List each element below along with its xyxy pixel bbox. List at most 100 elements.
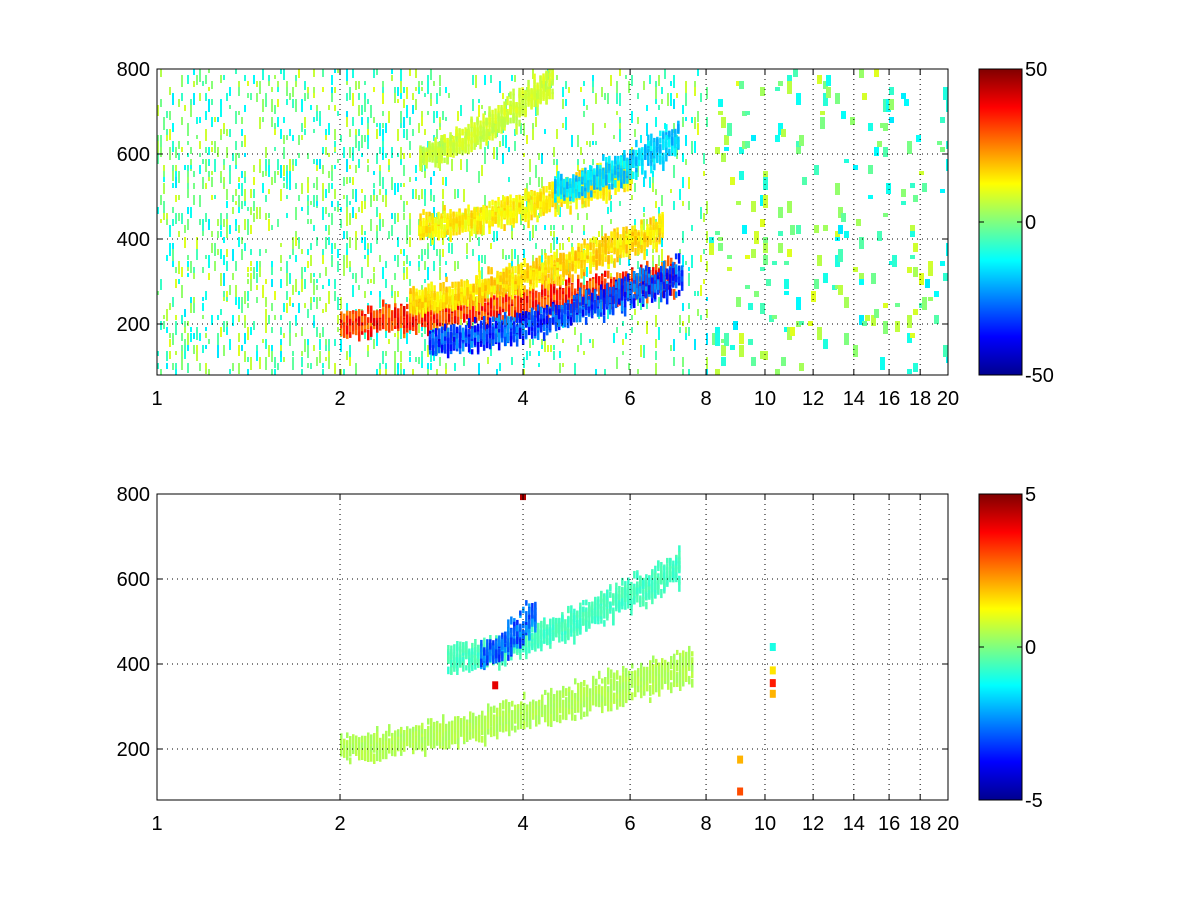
noise-cell bbox=[349, 237, 351, 248]
band-cell bbox=[422, 217, 425, 227]
noise-cell bbox=[403, 129, 405, 138]
band-cell bbox=[665, 287, 669, 299]
band-cell bbox=[677, 276, 681, 283]
band-cell bbox=[536, 333, 540, 340]
noise-cell bbox=[316, 237, 318, 246]
band-cell bbox=[556, 269, 559, 277]
noise-cell bbox=[346, 195, 348, 208]
noise-cell bbox=[376, 195, 378, 201]
band-cell bbox=[592, 236, 595, 243]
noise-cell bbox=[217, 345, 219, 358]
noise-cell bbox=[682, 255, 684, 267]
band-cell bbox=[532, 261, 535, 269]
band-cell bbox=[628, 236, 631, 245]
band-cell bbox=[428, 216, 431, 223]
noise-cell bbox=[430, 195, 432, 201]
band-cell bbox=[671, 268, 675, 274]
band-cell bbox=[604, 255, 607, 262]
noise-cell bbox=[637, 165, 639, 177]
noise-cell bbox=[343, 261, 345, 272]
band-cell bbox=[430, 320, 433, 330]
band-cell bbox=[442, 288, 445, 297]
noise-cell bbox=[280, 129, 282, 139]
noise-cell bbox=[181, 267, 183, 277]
noise-cell bbox=[178, 141, 180, 149]
band-cell bbox=[470, 339, 474, 348]
band-cell bbox=[529, 299, 532, 309]
band-cell bbox=[671, 263, 675, 270]
noise-cell bbox=[256, 345, 258, 352]
band-cell bbox=[578, 302, 582, 308]
noise-cell bbox=[250, 327, 252, 335]
noise-cell bbox=[430, 213, 432, 220]
band-cell bbox=[488, 201, 491, 209]
noise-cell bbox=[484, 195, 486, 206]
band-cell bbox=[587, 306, 591, 313]
band-cell bbox=[449, 213, 452, 224]
noise-cell bbox=[535, 117, 537, 127]
noise-cell bbox=[307, 261, 309, 268]
noise-cell bbox=[325, 339, 327, 347]
noise-cell bbox=[664, 69, 666, 79]
band-cell bbox=[536, 322, 540, 328]
band-cell bbox=[628, 245, 631, 256]
noise-cell bbox=[637, 369, 639, 374]
band-cell bbox=[473, 218, 476, 225]
noise-cell bbox=[457, 189, 459, 198]
noise-cell bbox=[256, 297, 258, 303]
noise-cell bbox=[280, 165, 282, 178]
band-cell bbox=[427, 301, 430, 312]
band-cell bbox=[370, 312, 373, 322]
noise-cell bbox=[493, 147, 495, 159]
band-cell bbox=[620, 291, 624, 302]
band-cell bbox=[571, 293, 574, 304]
noise-cell bbox=[652, 183, 654, 192]
noise-cell bbox=[283, 177, 285, 181]
noise-cell bbox=[556, 75, 558, 80]
noise-cell bbox=[295, 207, 297, 220]
noise-cell bbox=[313, 117, 315, 122]
band-cell bbox=[463, 308, 466, 314]
noise-cell bbox=[925, 279, 930, 288]
noise-cell bbox=[316, 105, 318, 111]
noise-cell bbox=[337, 327, 339, 332]
noise-cell bbox=[763, 237, 768, 244]
noise-cell bbox=[685, 93, 687, 106]
noise-cell bbox=[583, 225, 585, 233]
noise-cell bbox=[217, 249, 219, 255]
band-cell bbox=[647, 277, 651, 283]
noise-cell bbox=[319, 159, 321, 169]
noise-cell bbox=[292, 165, 294, 171]
noise-cell bbox=[856, 219, 861, 226]
noise-cell bbox=[259, 267, 261, 277]
noise-cell bbox=[814, 279, 819, 289]
band-cell bbox=[508, 268, 511, 275]
band-cell bbox=[538, 298, 541, 309]
band-cell bbox=[472, 293, 475, 301]
noise-cell bbox=[430, 93, 432, 102]
band-cell bbox=[430, 316, 433, 325]
noise-cell bbox=[409, 153, 411, 158]
band-cell bbox=[490, 276, 493, 286]
noise-cell bbox=[382, 219, 384, 227]
noise-cell bbox=[238, 345, 240, 356]
noise-cell bbox=[310, 255, 312, 266]
noise-cell bbox=[313, 195, 315, 207]
band-cell bbox=[623, 291, 627, 298]
noise-cell bbox=[403, 165, 405, 176]
noise-cell bbox=[502, 135, 504, 146]
noise-cell bbox=[682, 303, 684, 311]
noise-cell bbox=[286, 183, 288, 189]
noise-cell bbox=[346, 93, 348, 101]
noise-cell bbox=[742, 225, 747, 234]
noise-cell bbox=[286, 99, 288, 105]
noise-cell bbox=[220, 105, 222, 117]
noise-cell bbox=[844, 159, 849, 163]
band-cell bbox=[433, 291, 436, 298]
noise-cell bbox=[694, 141, 696, 153]
noise-cell bbox=[328, 291, 330, 304]
band-cell bbox=[437, 334, 441, 346]
noise-cell bbox=[787, 81, 792, 94]
band-cell bbox=[433, 296, 436, 306]
noise-cell bbox=[244, 135, 246, 147]
